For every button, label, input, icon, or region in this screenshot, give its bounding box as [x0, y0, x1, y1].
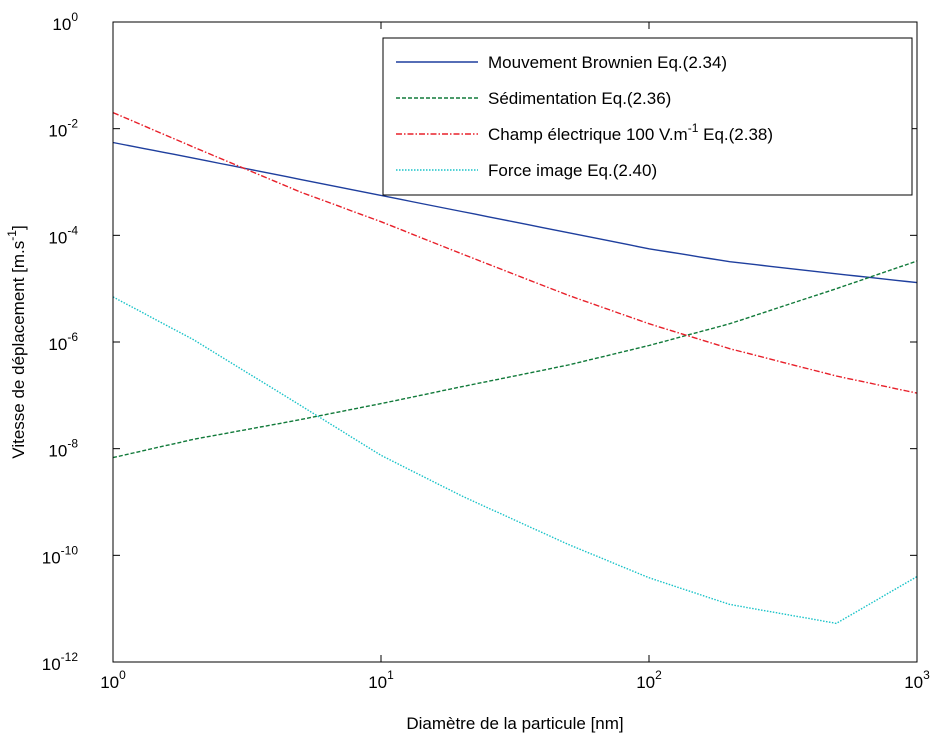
y-tick-label: 10-12 [42, 650, 79, 674]
y-axis-label-sup: -1 [5, 230, 19, 241]
x-tick-label: 100 [100, 668, 126, 692]
y-axis-label-tail: ] [9, 225, 28, 230]
y-tick-label: 10-10 [42, 543, 79, 567]
y-axis-label: Vitesse de déplacement [m.s-1] [5, 225, 28, 458]
series-line-2 [112, 260, 918, 459]
y-tick-label: 10-2 [48, 117, 78, 141]
series-line-3 [112, 111, 918, 394]
legend-label-2: Sédimentation Eq.(2.36) [488, 89, 671, 108]
legend-label-1: Mouvement Brownien Eq.(2.34) [488, 53, 727, 72]
y-tick-label: 100 [52, 10, 78, 34]
y-tick-label: 10-8 [48, 437, 78, 461]
legend-box [382, 37, 913, 196]
legend-label-4: Force image Eq.(2.40) [488, 161, 657, 180]
x-axis-label: Diamètre de la particule [nm] [406, 714, 623, 733]
x-tick-label: 103 [904, 668, 930, 692]
x-tick-label: 102 [636, 668, 662, 692]
series-line-4 [112, 296, 918, 625]
legend-label-3: Champ électrique 100 V.m-1 Eq.(2.38) [488, 121, 773, 144]
series-line-1 [112, 141, 918, 284]
y-tick-label: 10-6 [48, 330, 78, 354]
y-tick-label: 10-4 [48, 223, 78, 247]
plot-frame [112, 21, 918, 663]
y-axis-label-base: Vitesse de déplacement [m.s [9, 241, 28, 459]
x-tick-label: 101 [368, 668, 394, 692]
